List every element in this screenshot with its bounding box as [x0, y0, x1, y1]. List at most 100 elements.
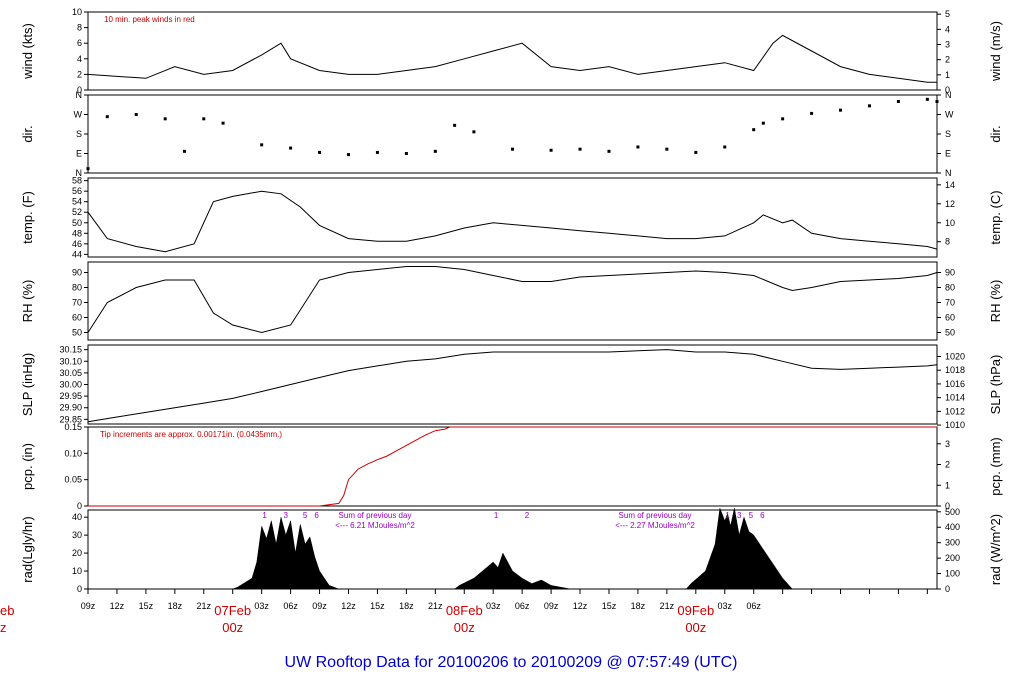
day-label-hour: 00z	[685, 620, 706, 635]
rad-left-tick-label: 10	[72, 566, 82, 576]
pcp-right-tick-label: 3	[945, 439, 950, 449]
slp-left-axis-label: SLP (inHg)	[20, 353, 35, 416]
wind-left-tick-label: 4	[77, 54, 82, 64]
dir-left-axis-label: dir.	[20, 125, 35, 142]
wind-right-tick-label: 3	[945, 40, 950, 50]
rh-left-tick-label: 80	[72, 283, 82, 293]
day-label-hour: z	[0, 620, 7, 635]
wind-right-tick-label: 4	[945, 24, 950, 34]
wind-direction-point	[433, 149, 437, 153]
dir-right-tick-label: W	[945, 110, 954, 120]
slp-left-tick-label: 30.15	[59, 345, 82, 355]
temp-right-tick-label: 12	[945, 199, 955, 209]
x-tick-label: 03z	[486, 601, 501, 611]
wind-direction-point	[404, 152, 408, 155]
rad-marker-label: 2	[525, 511, 530, 520]
x-tick-label: 15z	[602, 601, 617, 611]
rad-marker-label: 5	[749, 511, 754, 520]
pcp-left-tick-label: 0.15	[64, 422, 82, 432]
wind-left-tick-label: 8	[77, 23, 82, 33]
temp-left-tick-label: 58	[72, 176, 82, 186]
pcp-right-tick-label: 2	[945, 460, 950, 470]
wind-direction-point	[182, 149, 186, 153]
day-label-hour: 00z	[454, 620, 475, 635]
rad-marker-label: 1	[725, 511, 730, 520]
rad-right-tick-label: 100	[945, 569, 960, 579]
temp-left-tick-label: 46	[72, 239, 82, 249]
rad-marker-label: 3	[737, 511, 742, 520]
rad-marker-label: 3	[284, 511, 289, 520]
day-label-date: 08Feb	[446, 603, 483, 618]
slp-right-tick-label: 1010	[945, 420, 965, 430]
x-tick-label: 12z	[573, 601, 588, 611]
rad-right-axis-label: rad (W/m^2)	[988, 514, 1003, 585]
day-label-hour: 00z	[222, 620, 243, 635]
wind-direction-point	[511, 147, 514, 151]
rad-marker-label: 1	[262, 511, 267, 520]
pcp-left-axis-label: pcp. (in)	[20, 443, 35, 490]
x-tick-label: 06z	[515, 601, 530, 611]
wind-direction-point	[86, 167, 90, 171]
day-label-date: 09Feb	[677, 603, 714, 618]
rh-left-axis-label: RH (%)	[20, 280, 35, 323]
wind-direction-point	[453, 123, 457, 127]
wind-direction-point	[549, 148, 553, 152]
slp-right-tick-label: 1012	[945, 406, 965, 416]
pcp-left-tick-label: 0.05	[64, 475, 82, 485]
day-label-date: eb	[0, 603, 14, 618]
temp-left-tick-label: 44	[72, 249, 82, 259]
wind-direction-point	[221, 121, 225, 125]
slp-left-tick-label: 29.95	[59, 391, 82, 401]
rad-left-tick-label: 40	[72, 512, 82, 522]
rad-right-tick-label: 500	[945, 507, 960, 517]
wind-direction-point	[105, 115, 109, 119]
x-tick-label: 12z	[110, 601, 125, 611]
dir-left-tick-label: E	[76, 149, 82, 159]
wind-direction-point	[472, 130, 476, 134]
slp-right-tick-label: 1020	[945, 351, 965, 361]
x-tick-label: 15z	[370, 601, 385, 611]
rh-left-tick-label: 90	[72, 268, 82, 278]
rad-left-tick-label: 30	[72, 530, 82, 540]
dir-left-tick-label: S	[76, 129, 82, 139]
day-label-date: 07Feb	[214, 603, 251, 618]
wind-right-tick-label: 5	[945, 9, 950, 19]
rad-note-value: <--- 2.27 MJoules/m^2	[615, 521, 695, 530]
wind-direction-point	[867, 104, 871, 108]
x-tick-label: 18z	[399, 601, 414, 611]
pcp-right-axis-label: pcp. (mm)	[988, 437, 1003, 496]
slp-right-tick-label: 1018	[945, 365, 965, 375]
slp-left-tick-label: 30.10	[59, 356, 82, 366]
temp-left-tick-label: 48	[72, 228, 82, 238]
rad-right-tick-label: 200	[945, 553, 960, 563]
dir-right-tick-label: N	[945, 168, 952, 178]
wind-direction-point	[636, 145, 640, 149]
rad-marker-label: 6	[760, 511, 765, 520]
wind-direction-point	[346, 153, 350, 157]
wind-direction-point	[375, 150, 379, 154]
rad-right-tick-label: 400	[945, 522, 960, 532]
temp-left-tick-label: 54	[72, 197, 82, 207]
rh-right-tick-label: 90	[945, 268, 955, 278]
rh-right-tick-label: 60	[945, 313, 955, 323]
wind-series-line	[87, 34, 937, 83]
slp-series-line	[87, 349, 938, 423]
wind-direction-point	[839, 108, 843, 112]
rad-marker-label: 6	[314, 511, 319, 520]
wind-direction-point	[723, 145, 727, 149]
slp-right-axis-label: SLP (hPa)	[988, 355, 1003, 415]
pcp-series-line	[88, 426, 937, 507]
x-tick-label: 12z	[341, 601, 356, 611]
rh-left-tick-label: 50	[72, 328, 82, 338]
wind-left-tick-label: 10	[72, 7, 82, 17]
temp-series-line	[87, 190, 938, 253]
pcp-right-tick-label: 1	[945, 480, 950, 490]
pcp-annotation: Tip increments are approx. 0.00171in. (0…	[100, 430, 282, 439]
wind-direction-point	[578, 147, 582, 151]
radiation-area	[88, 508, 937, 590]
slp-left-tick-label: 30.00	[59, 380, 82, 390]
rh-right-tick-label: 70	[945, 298, 955, 308]
wind-direction-point	[896, 100, 900, 103]
dir-left-tick-label: N	[76, 168, 83, 178]
